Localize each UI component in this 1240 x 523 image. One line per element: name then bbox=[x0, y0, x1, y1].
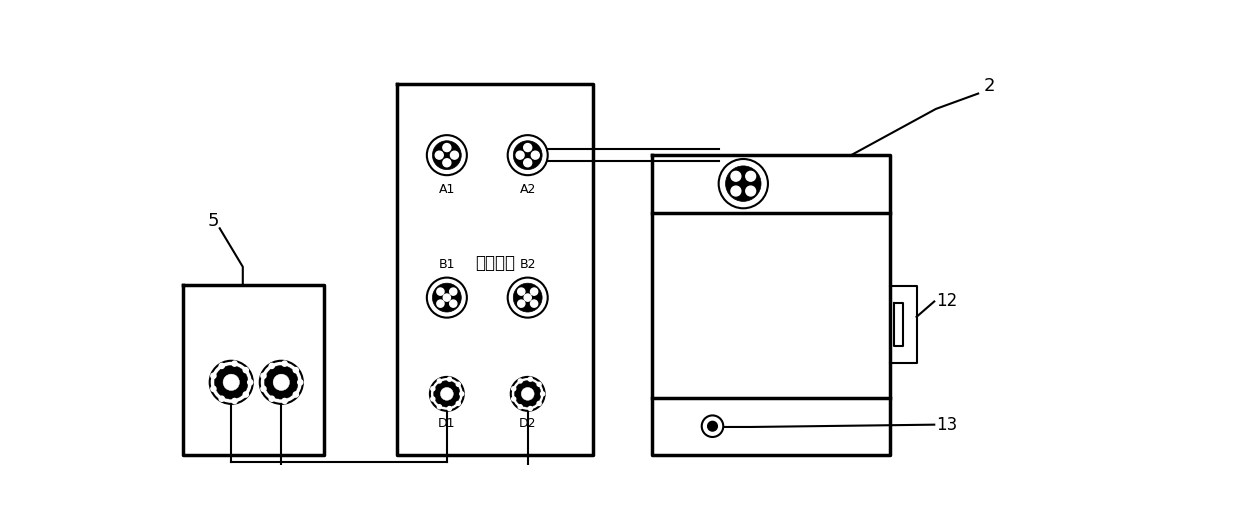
Circle shape bbox=[219, 396, 224, 401]
Circle shape bbox=[541, 392, 544, 396]
Circle shape bbox=[298, 380, 303, 385]
Text: 12: 12 bbox=[936, 292, 957, 311]
Circle shape bbox=[215, 366, 248, 399]
Circle shape bbox=[438, 405, 441, 409]
Circle shape bbox=[448, 377, 451, 381]
Text: 2: 2 bbox=[985, 77, 996, 95]
Circle shape bbox=[211, 386, 216, 391]
Circle shape bbox=[219, 363, 224, 369]
Circle shape bbox=[507, 278, 548, 317]
Circle shape bbox=[443, 143, 451, 152]
Circle shape bbox=[259, 361, 303, 404]
Circle shape bbox=[232, 361, 237, 366]
Circle shape bbox=[521, 388, 534, 400]
Circle shape bbox=[745, 172, 755, 181]
Circle shape bbox=[730, 172, 740, 181]
Circle shape bbox=[513, 141, 542, 169]
Circle shape bbox=[531, 288, 538, 295]
Circle shape bbox=[430, 386, 435, 391]
Circle shape bbox=[456, 382, 460, 386]
Circle shape bbox=[512, 397, 516, 401]
Circle shape bbox=[507, 135, 548, 175]
Circle shape bbox=[460, 392, 464, 396]
Circle shape bbox=[531, 151, 539, 159]
Circle shape bbox=[443, 159, 451, 167]
Circle shape bbox=[515, 381, 541, 407]
Circle shape bbox=[269, 396, 274, 401]
Circle shape bbox=[430, 377, 464, 411]
Circle shape bbox=[281, 399, 288, 404]
Circle shape bbox=[436, 300, 444, 307]
Circle shape bbox=[243, 392, 248, 397]
Circle shape bbox=[427, 278, 467, 317]
Circle shape bbox=[450, 151, 459, 159]
Circle shape bbox=[730, 186, 740, 196]
Circle shape bbox=[518, 379, 522, 383]
Circle shape bbox=[434, 381, 460, 407]
Circle shape bbox=[517, 300, 525, 307]
Circle shape bbox=[456, 402, 460, 405]
Text: A1: A1 bbox=[439, 183, 455, 196]
Circle shape bbox=[433, 283, 461, 312]
Circle shape bbox=[232, 399, 237, 404]
Text: B2: B2 bbox=[520, 258, 536, 271]
Circle shape bbox=[243, 368, 248, 373]
Circle shape bbox=[281, 361, 288, 366]
Circle shape bbox=[273, 374, 289, 391]
Circle shape bbox=[450, 300, 456, 307]
Circle shape bbox=[513, 283, 542, 312]
Circle shape bbox=[260, 373, 267, 379]
Circle shape bbox=[293, 368, 299, 373]
Circle shape bbox=[528, 406, 532, 411]
Circle shape bbox=[537, 382, 541, 386]
Text: B1: B1 bbox=[439, 258, 455, 271]
Circle shape bbox=[450, 288, 456, 295]
Circle shape bbox=[448, 406, 451, 411]
Circle shape bbox=[435, 151, 443, 159]
Circle shape bbox=[517, 288, 525, 295]
Circle shape bbox=[745, 186, 755, 196]
Circle shape bbox=[528, 377, 532, 381]
Circle shape bbox=[537, 402, 541, 405]
Text: D1: D1 bbox=[438, 417, 455, 430]
Circle shape bbox=[531, 300, 538, 307]
Circle shape bbox=[269, 363, 274, 369]
Circle shape bbox=[438, 379, 441, 383]
Text: 5: 5 bbox=[208, 212, 219, 230]
Circle shape bbox=[210, 361, 253, 404]
Circle shape bbox=[511, 377, 544, 411]
Circle shape bbox=[708, 422, 718, 431]
Text: 13: 13 bbox=[936, 416, 957, 434]
Circle shape bbox=[433, 141, 461, 169]
Text: A2: A2 bbox=[520, 183, 536, 196]
Circle shape bbox=[525, 294, 531, 301]
Circle shape bbox=[436, 288, 444, 295]
Circle shape bbox=[523, 159, 532, 167]
Circle shape bbox=[248, 380, 253, 385]
Circle shape bbox=[523, 143, 532, 152]
Circle shape bbox=[260, 386, 267, 391]
Circle shape bbox=[719, 159, 768, 208]
Circle shape bbox=[211, 373, 216, 379]
Circle shape bbox=[440, 388, 454, 400]
Circle shape bbox=[443, 294, 450, 301]
Circle shape bbox=[293, 392, 299, 397]
Circle shape bbox=[223, 374, 239, 391]
Circle shape bbox=[264, 366, 298, 399]
Circle shape bbox=[512, 386, 516, 391]
Circle shape bbox=[427, 135, 467, 175]
Text: 主控制器: 主控制器 bbox=[475, 254, 515, 272]
Circle shape bbox=[518, 405, 522, 409]
Text: D2: D2 bbox=[520, 417, 537, 430]
Circle shape bbox=[702, 415, 723, 437]
Circle shape bbox=[725, 166, 761, 201]
Circle shape bbox=[516, 151, 525, 159]
Circle shape bbox=[430, 397, 435, 401]
